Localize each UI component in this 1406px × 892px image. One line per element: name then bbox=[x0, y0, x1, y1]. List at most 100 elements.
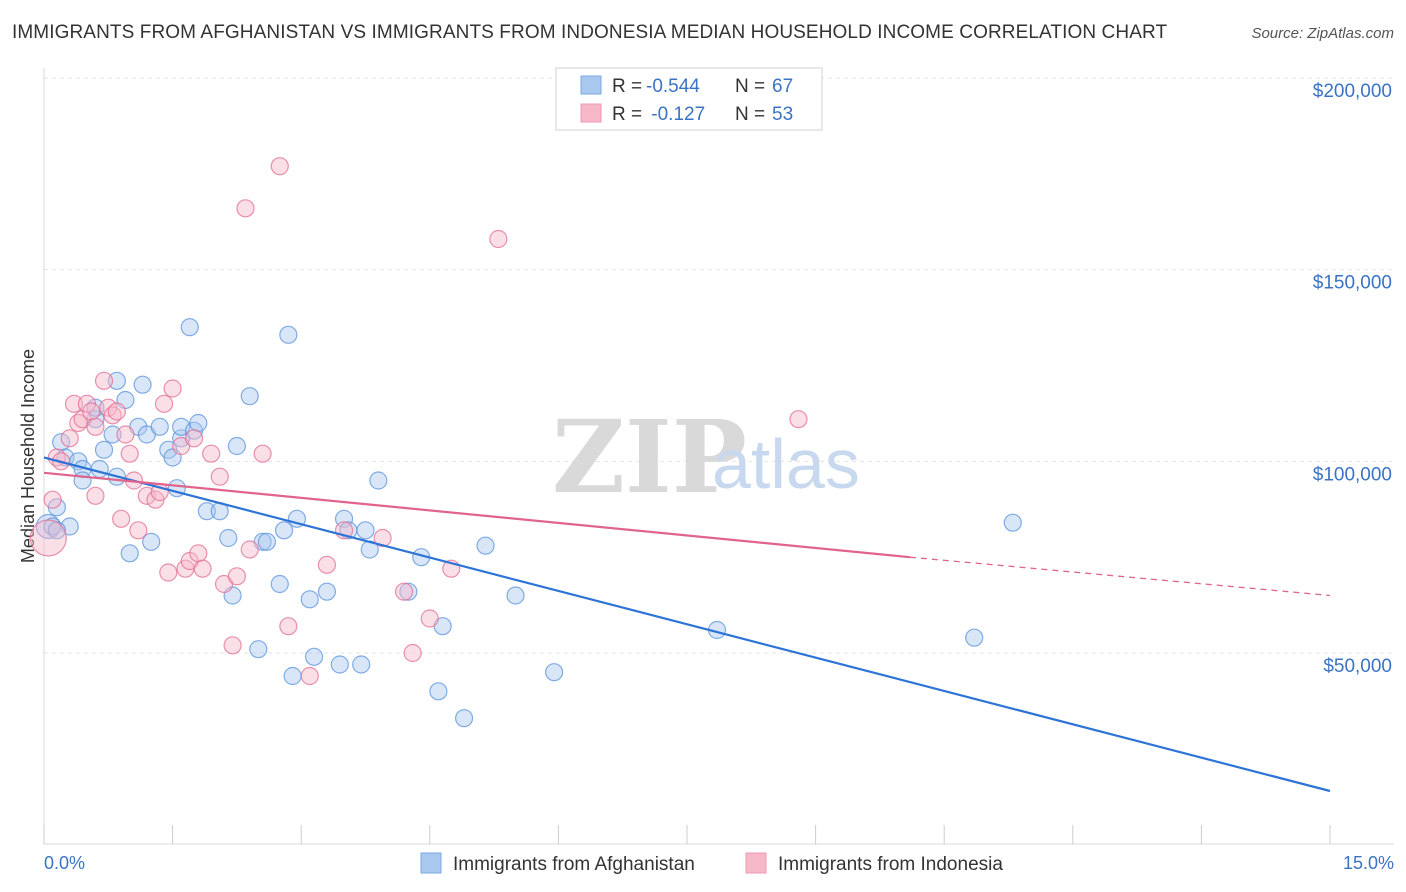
data-point bbox=[283, 666, 302, 686]
data-point bbox=[279, 617, 298, 636]
legend-n-value: 53 bbox=[772, 104, 793, 125]
data-point bbox=[270, 157, 289, 176]
watermark-zip: ZIP bbox=[552, 398, 747, 516]
data-point bbox=[112, 509, 131, 528]
data-point bbox=[454, 709, 474, 728]
data-point bbox=[789, 410, 808, 429]
y-tick-label: $150,000 bbox=[1313, 273, 1392, 294]
legend-label-afghanistan: Immigrants from Afghanistan bbox=[453, 854, 695, 875]
data-point bbox=[64, 394, 84, 413]
data-point bbox=[965, 628, 984, 647]
data-point bbox=[94, 440, 114, 459]
data-point bbox=[193, 559, 212, 578]
data-point bbox=[274, 521, 294, 540]
legend-n-label: N = bbox=[735, 104, 765, 125]
correlation-legend: R = -0.544 N = 67 R = -0.127 N = 53 bbox=[555, 67, 823, 131]
data-point bbox=[43, 490, 62, 509]
y-axis-label: Median Household Income bbox=[18, 349, 38, 563]
data-point bbox=[240, 387, 259, 406]
x-tick-labels: 0.0% 15.0% bbox=[44, 853, 1394, 873]
data-point bbox=[180, 318, 199, 337]
data-point bbox=[86, 417, 105, 436]
data-point bbox=[476, 536, 495, 555]
series-afghanistan bbox=[35, 318, 1022, 728]
data-point bbox=[240, 540, 259, 559]
y-tick-label: $50,000 bbox=[1323, 656, 1392, 677]
data-point bbox=[189, 413, 208, 433]
data-point bbox=[317, 555, 337, 574]
y-tick-label: $200,000 bbox=[1313, 81, 1392, 102]
legend-swatch-afghanistan bbox=[580, 75, 602, 95]
data-point bbox=[103, 425, 122, 444]
x-tick-label: 15.0% bbox=[1343, 853, 1394, 873]
trend-line bbox=[43, 456, 1331, 793]
data-point bbox=[107, 402, 126, 421]
data-point bbox=[489, 229, 508, 249]
data-point bbox=[159, 563, 178, 582]
data-point bbox=[300, 590, 319, 609]
data-point bbox=[116, 425, 135, 444]
trend-lines bbox=[43, 456, 1331, 793]
data-point bbox=[120, 544, 139, 563]
data-point bbox=[236, 199, 255, 218]
data-point bbox=[300, 666, 319, 686]
data-point bbox=[197, 502, 216, 521]
legend-r-label: R = bbox=[612, 76, 642, 97]
data-point bbox=[154, 394, 174, 413]
legend-swatch-indonesia bbox=[745, 852, 767, 874]
data-point bbox=[223, 636, 242, 655]
legend-n-value: 67 bbox=[772, 76, 793, 97]
data-point bbox=[253, 444, 272, 463]
trend-line-extension bbox=[909, 556, 1331, 597]
axes bbox=[43, 68, 1394, 845]
legend-r-value: -0.127 bbox=[646, 104, 705, 125]
legend-n-label: N = bbox=[735, 76, 765, 97]
data-point bbox=[369, 471, 388, 490]
data-point bbox=[129, 521, 148, 540]
data-point bbox=[506, 586, 525, 605]
data-point bbox=[86, 486, 105, 505]
data-point bbox=[399, 582, 418, 601]
data-point bbox=[429, 682, 448, 701]
trend-line bbox=[43, 471, 911, 559]
data-point bbox=[90, 459, 109, 479]
chart-title: IMMIGRANTS FROM AFGHANISTAN VS IMMIGRANT… bbox=[12, 22, 1168, 43]
legend-swatch-afghanistan bbox=[420, 852, 442, 874]
y-tick-labels: $50,000 $100,000 $150,000 $200,000 bbox=[1313, 81, 1392, 677]
watermark: ZIP atlas bbox=[552, 398, 860, 516]
data-point bbox=[82, 402, 101, 421]
gridlines bbox=[44, 77, 1394, 654]
data-point bbox=[142, 532, 161, 551]
data-point bbox=[545, 663, 564, 682]
source-label: Source: ZipAtlas.com bbox=[1251, 25, 1394, 42]
series-legend: Immigrants from Afghanistan Immigrants f… bbox=[420, 852, 1003, 875]
data-points bbox=[29, 157, 1022, 728]
data-point bbox=[227, 567, 246, 586]
data-point bbox=[304, 647, 324, 666]
data-point bbox=[189, 544, 208, 563]
data-point bbox=[219, 528, 238, 548]
data-point bbox=[210, 467, 229, 486]
data-point bbox=[279, 325, 298, 344]
legend-swatch-indonesia bbox=[580, 103, 602, 123]
data-point bbox=[270, 574, 289, 594]
data-point bbox=[373, 528, 392, 548]
watermark-atlas: atlas bbox=[712, 425, 860, 503]
x-tick-label: 0.0% bbox=[44, 853, 85, 873]
legend-r-label: R = bbox=[612, 104, 642, 125]
data-point bbox=[29, 519, 67, 557]
data-point bbox=[403, 643, 422, 663]
data-point bbox=[317, 582, 337, 601]
legend-r-value: -0.544 bbox=[646, 76, 700, 97]
data-point bbox=[202, 444, 221, 463]
data-point bbox=[150, 417, 169, 436]
data-point bbox=[163, 379, 182, 398]
y-tick-label: $100,000 bbox=[1313, 464, 1392, 485]
data-point bbox=[60, 429, 79, 448]
data-point bbox=[330, 655, 349, 674]
data-point bbox=[133, 375, 152, 394]
data-point bbox=[257, 532, 277, 551]
data-point bbox=[227, 436, 246, 456]
legend-label-indonesia: Immigrants from Indonesia bbox=[778, 854, 1003, 875]
